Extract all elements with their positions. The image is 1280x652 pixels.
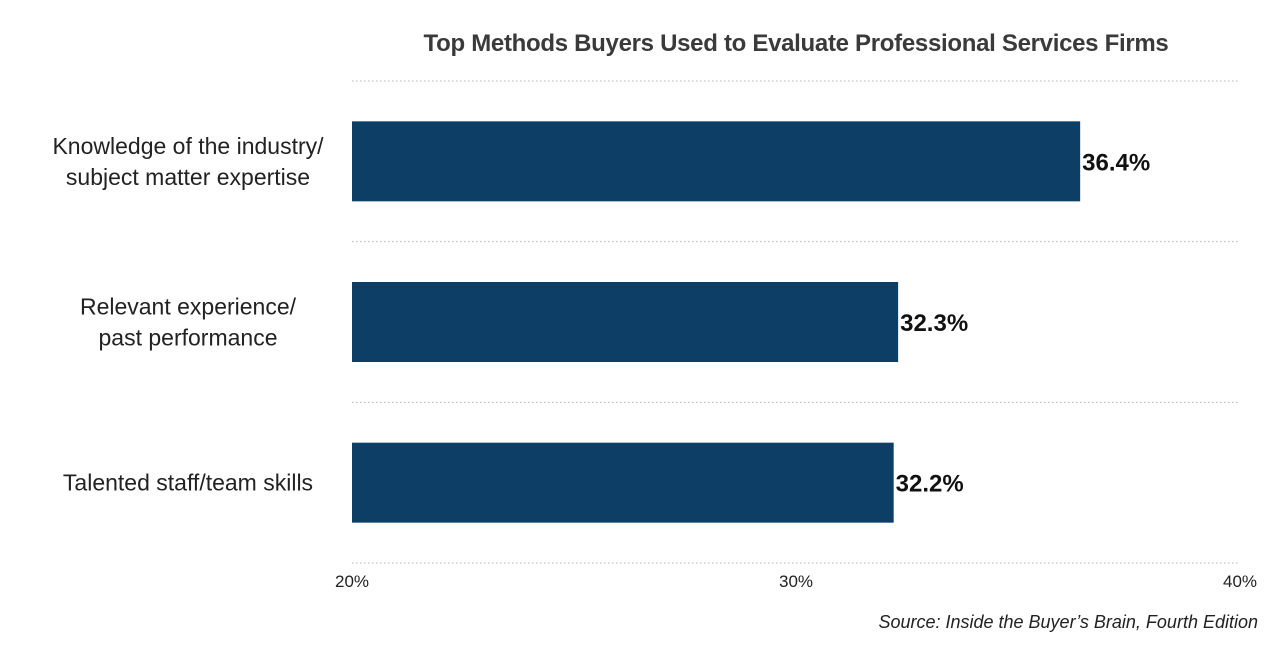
bar: [352, 442, 894, 523]
bar: [352, 282, 899, 362]
x-tick-label: 30%: [779, 572, 813, 591]
category-label: Talented staff/team skills: [63, 470, 313, 496]
chart-title: Top Methods Buyers Used to Evaluate Prof…: [423, 30, 1169, 57]
x-tick-label: 40%: [1223, 572, 1257, 591]
category-label: Relevant experience/: [80, 294, 297, 320]
category-label: past performance: [99, 325, 278, 351]
value-label: 36.4%: [1082, 149, 1150, 176]
x-tick-label: 20%: [335, 572, 369, 591]
bar: [352, 121, 1081, 202]
category-label: subject matter expertise: [66, 164, 310, 190]
value-label: 32.2%: [896, 471, 964, 498]
category-label: Knowledge of the industry/: [52, 133, 324, 159]
source-note: Source: Inside the Buyer’s Brain, Fourth…: [878, 612, 1258, 632]
value-label: 32.3%: [900, 310, 968, 337]
